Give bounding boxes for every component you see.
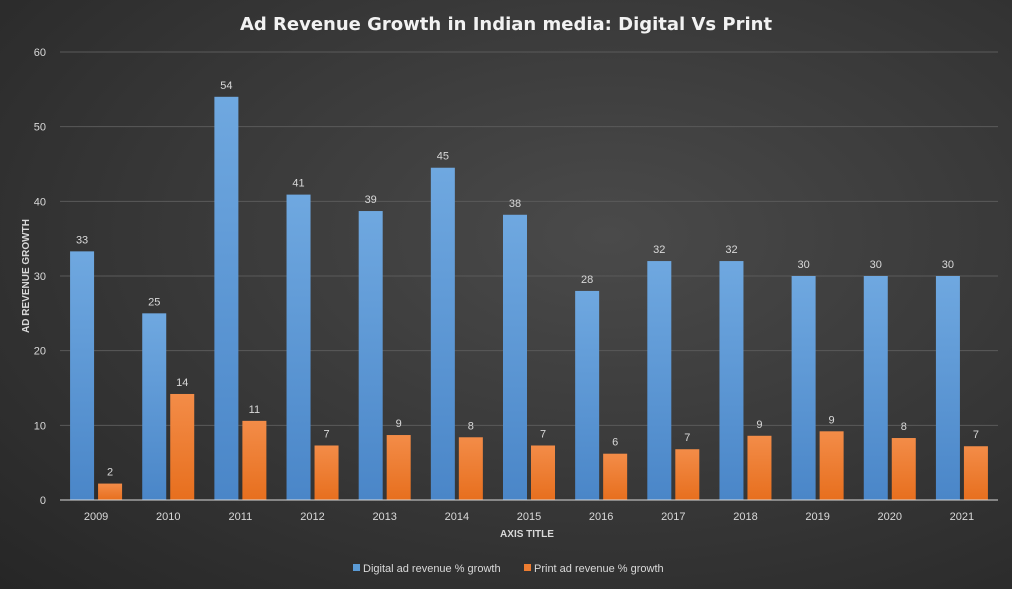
y-axis-title: AD REVENUE GROWTH	[21, 219, 32, 333]
bar-print	[891, 438, 916, 500]
data-label: 14	[176, 377, 188, 389]
bar-print	[963, 446, 988, 500]
x-tick-label: 2017	[661, 511, 685, 523]
x-axis-title: AXIS TITLE	[500, 529, 554, 540]
data-label: 45	[437, 151, 449, 163]
x-axis-ticks: 2009 2010 2011 2012 2013 2014 2015 2016 2017 2018…	[84, 511, 974, 523]
bar-print	[170, 393, 195, 500]
bar-digital	[647, 261, 672, 500]
data-label: 11	[249, 404, 260, 416]
data-label: 2	[107, 467, 113, 479]
x-tick-label: 2021	[950, 511, 974, 523]
bar-digital	[935, 276, 960, 500]
bar-print	[819, 431, 844, 500]
y-axis-ticks: 0 10 20 30 40 50 60	[34, 47, 46, 507]
bar-digital	[575, 290, 600, 500]
data-label: 32	[725, 244, 737, 256]
y-tick-label: 30	[34, 271, 46, 283]
x-tick-label: 2020	[878, 511, 902, 523]
x-tick-label: 2015	[517, 511, 541, 523]
data-label: 7	[323, 428, 329, 440]
bar-print	[98, 483, 123, 500]
gridlines	[60, 51, 998, 426]
legend-label-digital: Digital ad revenue % growth	[363, 563, 501, 575]
bar-print	[675, 449, 700, 500]
y-tick-label: 0	[40, 495, 46, 507]
data-label: 7	[684, 432, 690, 444]
chart-title: Ad Revenue Growth in Indian media: Digit…	[240, 14, 773, 35]
data-label: 7	[973, 429, 979, 441]
data-label: 28	[581, 274, 593, 286]
data-label: 9	[396, 418, 402, 430]
bar-print	[603, 453, 628, 500]
data-label: 25	[148, 296, 160, 308]
bar-print	[531, 445, 555, 500]
data-label: 39	[365, 194, 377, 206]
data-label: 33	[76, 234, 88, 246]
y-tick-label: 20	[34, 346, 46, 358]
bar-print	[747, 435, 772, 500]
x-tick-label: 2018	[733, 511, 757, 523]
bar-digital	[70, 251, 95, 500]
data-label: 6	[612, 437, 618, 449]
y-tick-label: 40	[34, 196, 46, 208]
x-tick-label: 2009	[84, 511, 108, 523]
x-tick-label: 2012	[300, 511, 324, 523]
data-label: 38	[509, 198, 521, 210]
data-label: 9	[756, 419, 762, 431]
bar-digital	[142, 313, 167, 500]
legend-swatch-print	[524, 564, 531, 571]
data-label: 8	[901, 421, 907, 433]
data-label: 8	[468, 420, 474, 432]
bar-print	[242, 420, 267, 500]
bar-print	[458, 437, 483, 500]
bar-digital	[358, 211, 383, 501]
legend-label-print: Print ad revenue % growth	[534, 563, 664, 575]
data-label: 32	[653, 244, 665, 256]
data-label: 9	[829, 414, 835, 426]
x-tick-label: 2019	[805, 511, 829, 523]
data-label: 7	[540, 428, 546, 440]
bars: 33 2 25 14 54 11 41 7 39 9 45 8 38 7 28 6 32 7 32 9 30 9 30 8 30…	[70, 80, 988, 501]
bar-digital	[719, 261, 744, 500]
y-tick-label: 10	[34, 420, 46, 432]
bar-digital	[214, 96, 239, 501]
bar-digital	[286, 194, 311, 500]
legend-swatch-digital	[353, 564, 360, 571]
y-tick-label: 50	[34, 122, 46, 134]
bar-print	[314, 445, 339, 500]
data-label: 30	[797, 259, 809, 271]
data-label: 41	[292, 178, 304, 190]
bar-digital	[791, 276, 816, 500]
bar-print	[386, 435, 411, 500]
bar-digital	[430, 167, 455, 500]
x-tick-label: 2010	[156, 511, 180, 523]
x-tick-label: 2013	[372, 511, 396, 523]
data-label: 54	[220, 80, 232, 92]
data-label: 30	[870, 259, 882, 271]
x-tick-label: 2016	[589, 511, 613, 523]
data-label: 30	[942, 259, 954, 271]
bar-digital	[503, 214, 527, 501]
y-tick-label: 60	[34, 47, 46, 59]
bar-digital	[863, 276, 888, 500]
x-tick-label: 2014	[445, 511, 469, 523]
x-tick-label: 2011	[229, 511, 253, 523]
legend: Digital ad revenue % growth Print ad rev…	[353, 563, 664, 575]
